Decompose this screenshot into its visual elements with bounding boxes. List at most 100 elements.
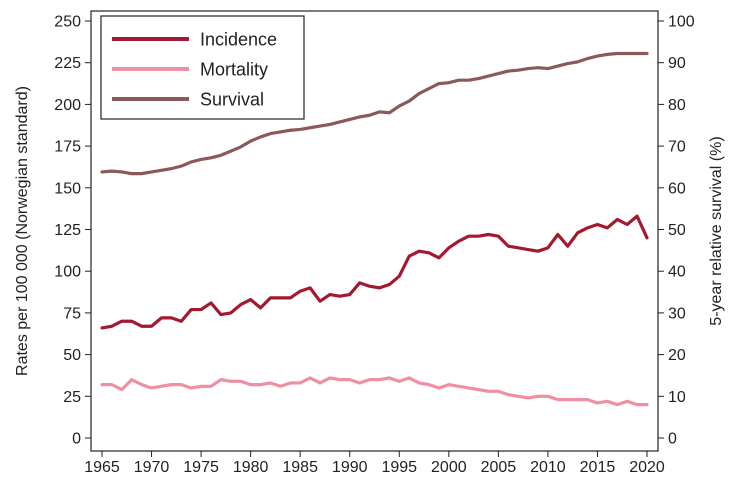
- data-point-survival: [586, 57, 589, 60]
- data-point-mortality: [309, 377, 311, 379]
- data-point-incidence: [517, 247, 519, 249]
- data-point-incidence: [170, 317, 172, 319]
- data-point-incidence: [577, 232, 579, 234]
- data-point-survival: [428, 87, 430, 90]
- data-point-survival: [289, 129, 291, 131]
- right-axis-tick-label: 60: [668, 180, 686, 197]
- data-point-mortality: [368, 379, 371, 381]
- data-point-survival: [150, 171, 153, 173]
- data-point-survival: [438, 82, 440, 85]
- data-point-mortality: [319, 382, 321, 384]
- x-axis-tick-label: 1980: [233, 459, 269, 476]
- data-point-mortality: [487, 390, 490, 392]
- x-axis-tick-label: 2000: [431, 459, 467, 476]
- data-point-incidence: [567, 245, 569, 247]
- data-point-incidence: [616, 218, 618, 221]
- data-point-survival: [190, 161, 192, 163]
- data-point-survival: [487, 75, 490, 77]
- data-point-incidence: [150, 325, 153, 327]
- data-point-mortality: [507, 394, 509, 396]
- data-point-incidence: [141, 325, 143, 327]
- data-point-survival: [131, 173, 133, 175]
- data-point-survival: [626, 52, 628, 55]
- data-point-mortality: [616, 404, 618, 406]
- data-point-incidence: [289, 297, 291, 299]
- data-point-incidence: [329, 293, 331, 296]
- left-axis-tick-label: 0: [72, 431, 81, 448]
- data-point-incidence: [586, 227, 589, 229]
- data-point-incidence: [339, 295, 341, 297]
- data-point-survival: [121, 171, 123, 173]
- data-point-survival: [477, 77, 480, 80]
- data-point-survival: [259, 136, 262, 138]
- data-point-incidence: [458, 240, 460, 242]
- data-point-incidence: [210, 302, 212, 304]
- data-point-mortality: [230, 380, 232, 382]
- data-point-survival: [557, 65, 559, 67]
- data-point-mortality: [121, 389, 123, 391]
- data-point-mortality: [646, 404, 648, 406]
- data-point-incidence: [418, 250, 420, 252]
- data-point-survival: [230, 150, 232, 152]
- right-axis-tick-label: 90: [668, 55, 686, 72]
- data-point-mortality: [150, 387, 153, 389]
- series-line-incidence: [100, 214, 649, 330]
- data-point-mortality: [210, 385, 212, 387]
- data-point-mortality: [339, 379, 341, 381]
- data-point-incidence: [388, 283, 390, 286]
- data-point-incidence: [160, 317, 163, 319]
- data-point-survival: [468, 79, 470, 81]
- data-point-incidence: [101, 327, 103, 329]
- data-point-incidence: [200, 308, 202, 311]
- right-axis-tick-label: 10: [668, 389, 686, 406]
- data-point-incidence: [111, 325, 113, 327]
- data-point-mortality: [141, 384, 143, 386]
- right-axis-tick-label: 70: [668, 139, 686, 156]
- data-point-survival: [170, 168, 172, 170]
- data-point-mortality: [180, 384, 182, 386]
- right-axis-tick-label: 100: [668, 14, 695, 31]
- left-axis-tick-label: 50: [63, 347, 81, 364]
- x-axis-tick-label: 2010: [530, 459, 566, 476]
- data-point-mortality: [220, 379, 222, 381]
- data-point-survival: [497, 72, 499, 75]
- data-point-mortality: [577, 399, 579, 401]
- data-point-survival: [378, 111, 381, 113]
- data-point-survival: [339, 121, 341, 123]
- data-point-mortality: [329, 377, 331, 379]
- data-point-mortality: [289, 382, 291, 384]
- data-point-incidence: [507, 245, 509, 247]
- data-point-survival: [458, 79, 460, 81]
- data-point-incidence: [428, 252, 430, 254]
- data-point-mortality: [160, 385, 163, 387]
- data-point-mortality: [428, 384, 430, 386]
- data-point-survival: [388, 112, 390, 114]
- x-axis-tick-label: 2015: [580, 459, 616, 476]
- data-point-incidence: [230, 312, 232, 314]
- data-point-survival: [240, 146, 242, 148]
- data-point-survival: [517, 69, 519, 71]
- data-point-survival: [606, 53, 608, 55]
- data-point-incidence: [368, 285, 371, 287]
- data-point-survival: [210, 157, 212, 159]
- plot-frame: [90, 10, 659, 452]
- data-point-incidence: [606, 227, 608, 229]
- data-point-survival: [398, 105, 400, 107]
- data-point-mortality: [359, 382, 361, 384]
- left-axis-tick-label: 125: [54, 222, 81, 239]
- data-point-survival: [160, 169, 163, 171]
- data-point-incidence: [438, 257, 440, 259]
- data-point-mortality: [557, 399, 559, 401]
- data-point-incidence: [537, 250, 539, 252]
- data-point-survival: [141, 173, 143, 175]
- data-point-mortality: [190, 387, 192, 389]
- data-point-mortality: [547, 395, 549, 397]
- data-point-mortality: [269, 382, 272, 384]
- data-point-incidence: [250, 298, 252, 301]
- data-point-survival: [547, 67, 549, 70]
- data-point-mortality: [596, 402, 599, 404]
- data-point-survival: [596, 55, 599, 57]
- data-point-mortality: [200, 385, 202, 387]
- data-point-incidence: [319, 300, 321, 302]
- data-point-mortality: [537, 395, 539, 397]
